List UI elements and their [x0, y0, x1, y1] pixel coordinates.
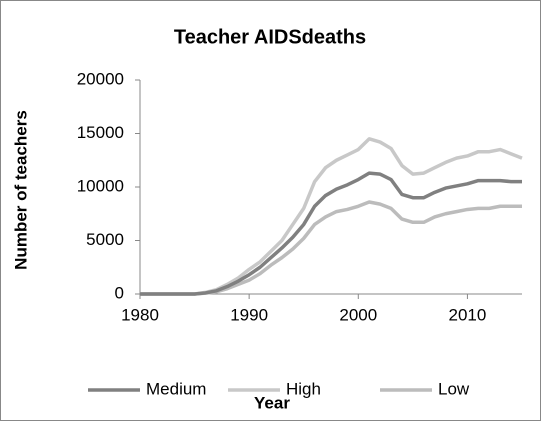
- legend-label: Medium: [146, 379, 206, 398]
- x-tick-label: 2010: [449, 305, 487, 324]
- x-tick-label: 1990: [230, 305, 268, 324]
- x-axis-title: Year: [254, 393, 290, 412]
- x-tick-label: 2000: [339, 305, 377, 324]
- data-line: [140, 171, 522, 296]
- legend-label: High: [286, 379, 321, 398]
- y-tick-label: 15000: [77, 123, 124, 142]
- legend-label: Low: [438, 379, 470, 398]
- y-tick-label: 10000: [77, 176, 124, 195]
- y-tick-label: 0: [115, 283, 124, 302]
- y-axis-title: Number of teachers: [11, 110, 30, 270]
- y-tick-label: 20000: [77, 69, 124, 88]
- x-tick-label: 1980: [121, 305, 159, 324]
- chart-title: Teacher AIDSdeaths: [174, 26, 366, 48]
- y-tick-label: 5000: [86, 230, 124, 249]
